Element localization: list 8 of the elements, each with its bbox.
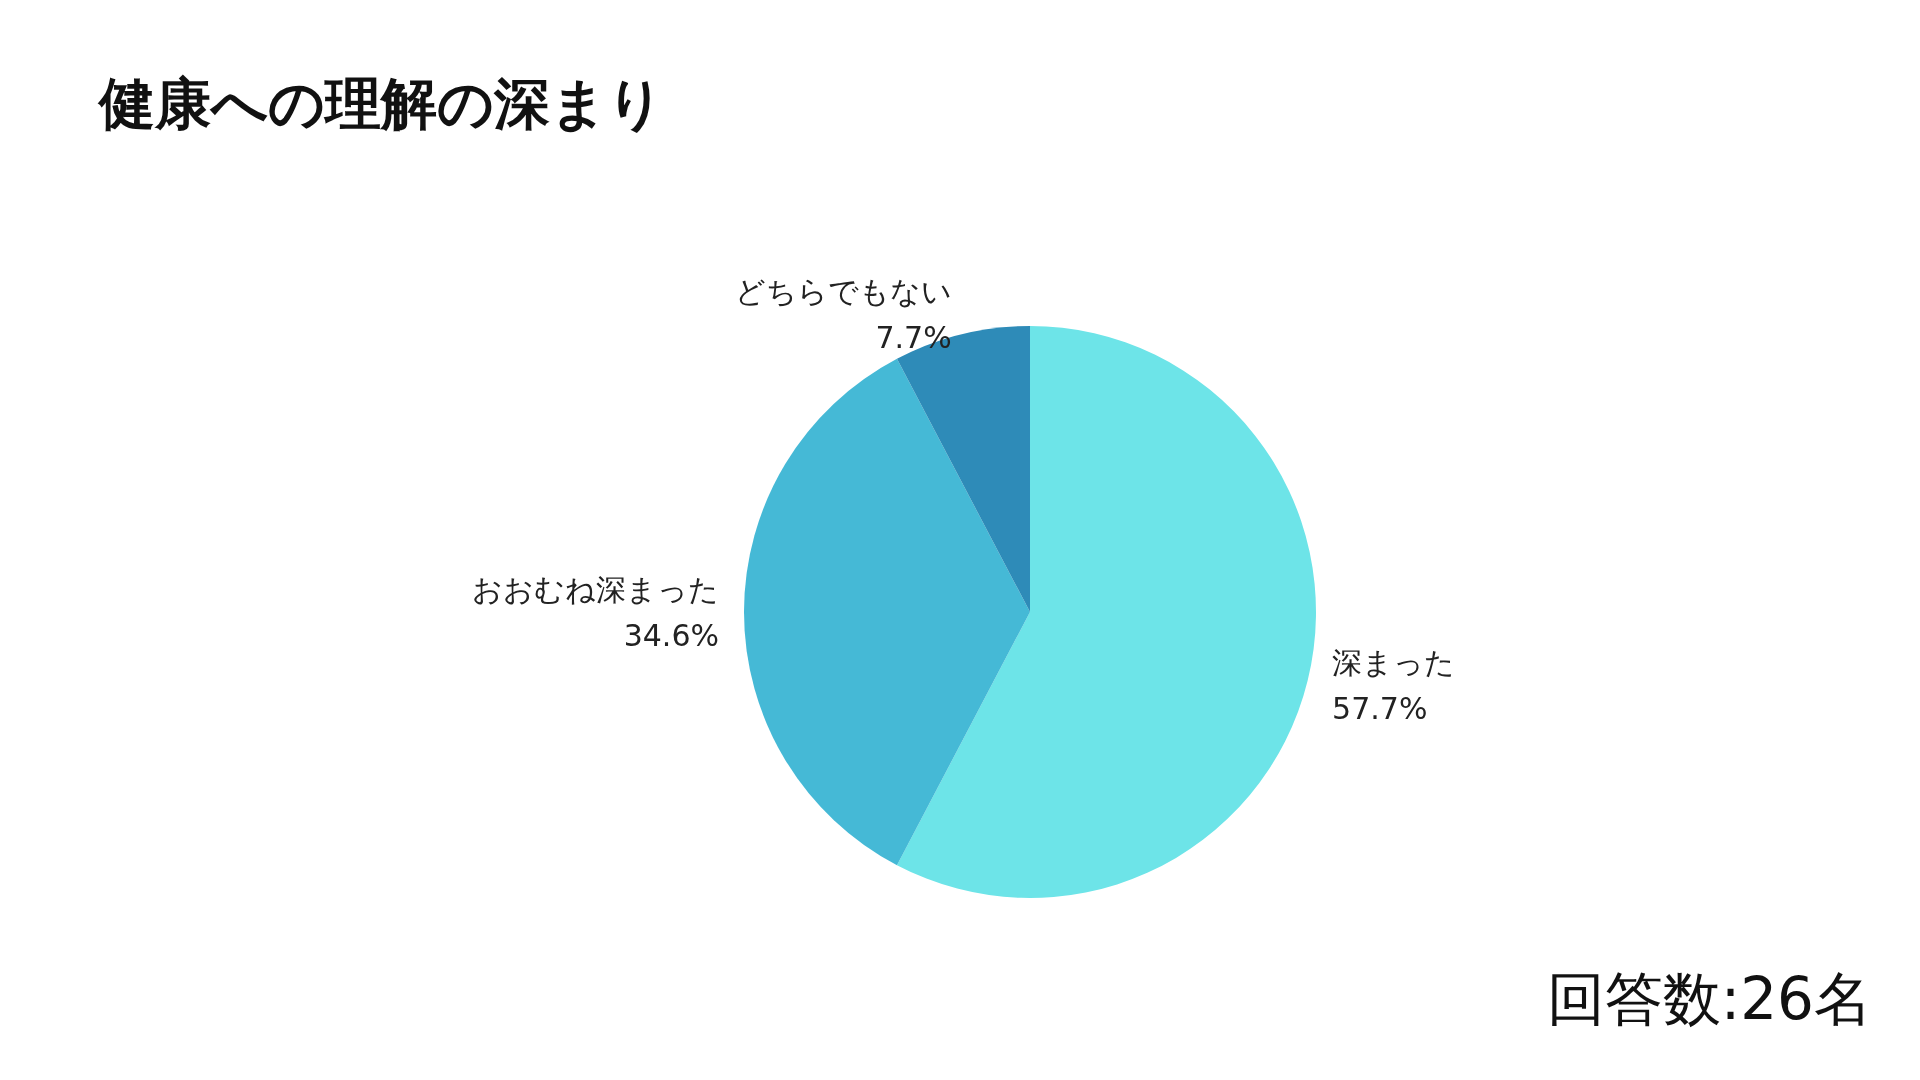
slice-label: どちらでもない bbox=[734, 274, 952, 310]
data-label: 7.7% bbox=[875, 320, 952, 356]
text: 回答数:26名 bbox=[1546, 965, 1872, 1033]
slice-label: 深まった bbox=[1332, 644, 1456, 680]
chart-title: 健康への理解の深まり bbox=[97, 70, 664, 136]
data-label: 57.7% bbox=[1332, 690, 1428, 726]
data-label: 34.6% bbox=[623, 617, 719, 653]
slice-label: おおむね深まった bbox=[472, 571, 719, 607]
